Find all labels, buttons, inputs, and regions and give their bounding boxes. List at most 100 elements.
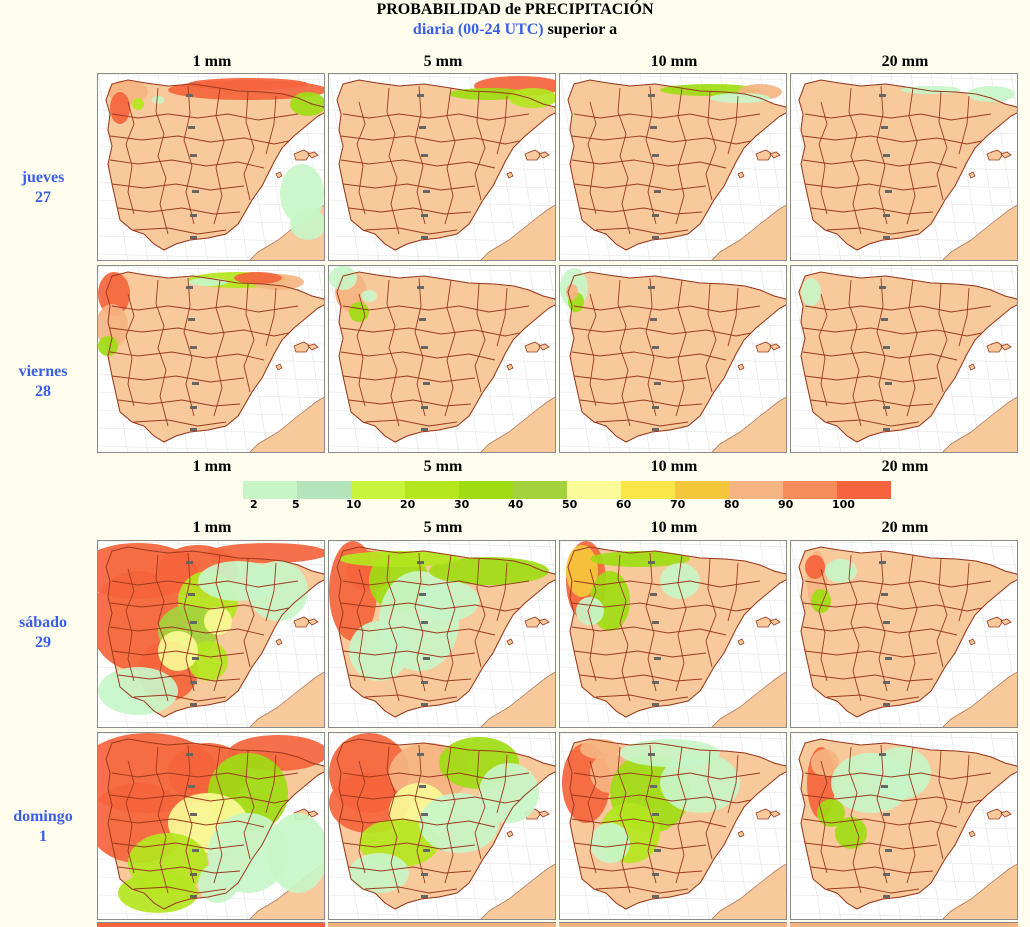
province-border <box>125 101 135 215</box>
city-marker <box>652 703 659 706</box>
city-marker <box>881 318 888 321</box>
city-marker <box>192 657 199 660</box>
province-border <box>595 419 689 427</box>
province-border <box>804 305 992 313</box>
city-marker <box>421 873 428 876</box>
map-panel <box>97 73 325 261</box>
province-border <box>213 279 225 417</box>
probability-area <box>805 555 825 579</box>
province-border <box>364 227 458 235</box>
city-marker <box>423 190 430 193</box>
balearic-island <box>275 363 283 371</box>
city-marker <box>417 286 424 289</box>
day-number: 28 <box>35 383 51 400</box>
province-border <box>705 750 717 860</box>
probability-area <box>660 753 740 813</box>
province-border <box>109 135 295 145</box>
city-marker <box>648 753 655 756</box>
province-border <box>571 818 727 828</box>
province-border <box>810 866 934 874</box>
city-marker <box>879 94 886 97</box>
map-panel <box>559 540 787 728</box>
title-line1: PROBABILIDAD de PRECIPITACIÓN <box>376 1 654 18</box>
province-border <box>727 754 739 814</box>
day-name: sábado <box>18 614 68 631</box>
city-marker <box>654 849 661 852</box>
north-africa <box>711 671 786 727</box>
province-border <box>802 159 958 169</box>
province-border <box>818 760 828 874</box>
title-period: diaria (00-24 UTC) <box>412 21 544 38</box>
city-marker <box>879 753 886 756</box>
balearic-island <box>307 810 319 818</box>
province-border <box>183 744 195 884</box>
probability-field <box>329 733 539 893</box>
probability-area <box>620 739 720 767</box>
map-panel <box>97 732 325 920</box>
legend-swatch <box>567 481 621 499</box>
province-border <box>573 842 707 850</box>
day-label-jueves: jueves 27 <box>0 168 86 208</box>
province-border <box>617 87 631 235</box>
province-border <box>356 101 366 215</box>
balearic-island <box>737 363 745 371</box>
probability-area <box>811 749 839 777</box>
coastline <box>567 79 786 251</box>
probability-area <box>208 543 324 563</box>
province-border <box>936 91 948 201</box>
province-border <box>804 772 992 780</box>
threshold-header: 5 mm <box>423 519 463 536</box>
coastline <box>336 738 555 910</box>
province-border <box>804 842 938 850</box>
probability-area <box>290 208 324 240</box>
balearic-island <box>968 638 976 646</box>
province-border <box>573 580 761 588</box>
province-border <box>125 293 135 407</box>
province-border <box>265 754 277 814</box>
province-border <box>340 135 526 145</box>
balearic-island <box>737 830 745 838</box>
province-border <box>183 552 195 692</box>
province-border <box>111 842 245 850</box>
city-marker <box>883 346 890 349</box>
province-border <box>109 626 265 636</box>
balearic-island <box>307 618 319 626</box>
city-marker <box>648 94 655 97</box>
city-marker <box>883 895 890 898</box>
balearic-island <box>769 151 781 159</box>
probability-field <box>108 78 324 240</box>
city-marker <box>883 406 890 409</box>
threshold-header: 10 mm <box>650 519 698 536</box>
province-border <box>587 293 597 407</box>
city-marker <box>421 406 428 409</box>
province-border <box>155 279 169 427</box>
province-border <box>125 568 135 682</box>
coastline <box>336 546 555 718</box>
province-border <box>133 227 227 235</box>
province-border <box>117 674 241 682</box>
map-panel <box>328 540 556 728</box>
province-border <box>573 650 707 658</box>
probability-area <box>710 93 770 103</box>
province-border <box>386 87 400 235</box>
province-border <box>705 91 717 201</box>
balearic-island <box>275 171 283 179</box>
city-marker <box>648 561 655 564</box>
province-border <box>727 562 739 622</box>
probability-area <box>580 739 620 759</box>
city-marker <box>883 703 890 706</box>
legend-swatch <box>243 481 297 499</box>
day-number: 27 <box>35 189 51 206</box>
province-border <box>579 674 703 682</box>
balearic-island <box>538 810 550 818</box>
balearic-island <box>538 618 550 626</box>
balearic-island <box>737 638 745 646</box>
province-border <box>810 399 934 407</box>
province-border <box>133 419 227 427</box>
balearic-island <box>1000 151 1012 159</box>
map-panel <box>559 265 787 453</box>
city-marker <box>650 126 657 129</box>
province-border <box>265 287 277 347</box>
city-marker <box>883 873 890 876</box>
province-border <box>109 159 265 169</box>
